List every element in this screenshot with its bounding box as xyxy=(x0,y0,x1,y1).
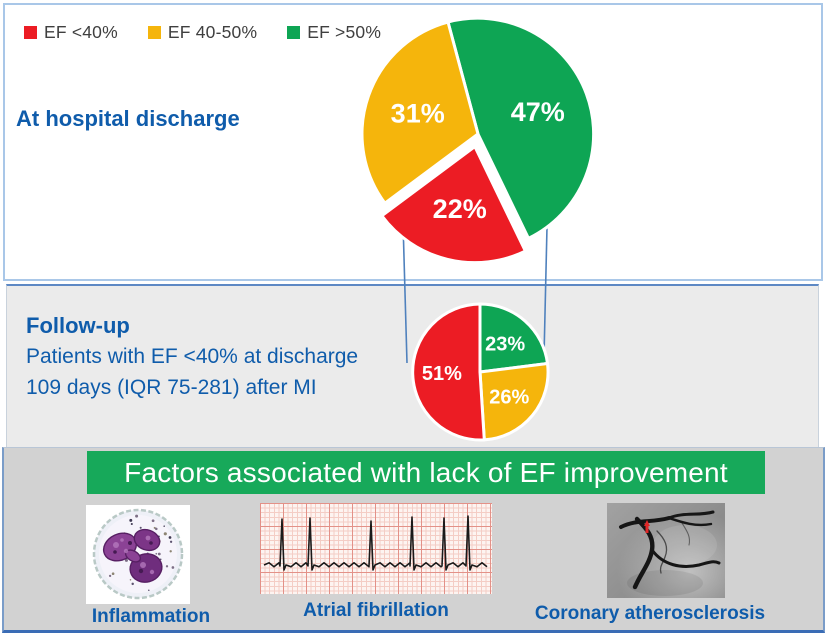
discharge-title: At hospital discharge xyxy=(16,106,240,131)
legend-item-ef-over-50: EF >50% xyxy=(287,22,381,43)
nucleus-lobes xyxy=(102,528,163,583)
legend-item-ef-under-40: EF <40% xyxy=(24,22,118,43)
legend-label: EF >50% xyxy=(307,22,382,42)
neutrophil-illustration xyxy=(92,508,184,600)
factors-banner: Factors associated with lack of EF impro… xyxy=(87,451,765,494)
followup-section: Follow-up Patients with EF <40% at disch… xyxy=(6,284,819,448)
legend-label: EF 40-50% xyxy=(167,22,258,42)
inflammation-label: Inflammation xyxy=(91,606,211,627)
nucleus-shadows xyxy=(113,541,153,574)
nucleus-highlights xyxy=(113,535,155,575)
atrial-fibrillation-label: Atrial fibrillation xyxy=(303,600,449,621)
coronary-atherosclerosis-label: Coronary atherosclerosis xyxy=(534,603,766,624)
legend-swatch-yellow xyxy=(147,26,161,39)
ecg-trace xyxy=(263,515,488,571)
legend-item-ef-40-50: EF 40-50% xyxy=(147,22,258,43)
pie-legend: EF <40% EF 40-50% EF >50% xyxy=(24,22,381,43)
legend-label: EF <40% xyxy=(44,22,118,42)
followup-text-block: Follow-up Patients with EF <40% at disch… xyxy=(26,310,358,403)
followup-line-1: Patients with EF <40% at discharge xyxy=(26,345,359,368)
angiogram-image xyxy=(619,510,721,596)
followup-line-2: 109 days (IQR 75-281) after MI xyxy=(26,376,317,399)
followup-title: Follow-up xyxy=(26,313,130,338)
factors-section: Factors associated with lack of EF impro… xyxy=(2,447,825,633)
legend-swatch-green xyxy=(287,26,301,39)
inflammation-figure xyxy=(86,505,190,604)
coronary-atherosclerosis-figure xyxy=(607,503,725,598)
stenosis-marker-arrow xyxy=(644,520,650,533)
discharge-section: EF <40% EF 40-50% EF >50% At hospital di… xyxy=(3,3,823,281)
legend-swatch-red xyxy=(24,26,37,39)
coronary-vessels xyxy=(619,510,721,590)
atrial-fibrillation-figure xyxy=(260,503,492,594)
